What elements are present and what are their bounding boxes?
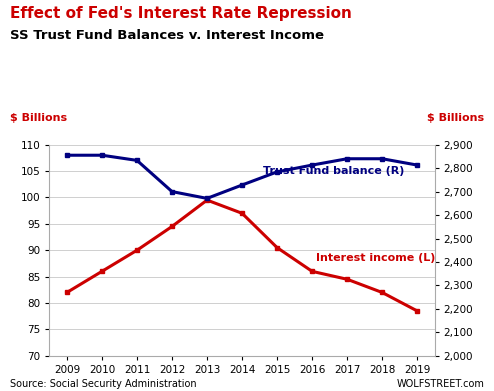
Text: Interest income (L): Interest income (L) — [316, 253, 435, 263]
Text: SS Trust Fund Balances v. Interest Income: SS Trust Fund Balances v. Interest Incom… — [10, 29, 324, 42]
Text: Effect of Fed's Interest Rate Repression: Effect of Fed's Interest Rate Repression — [10, 6, 352, 21]
Text: Trust Fund balance (R): Trust Fund balance (R) — [263, 166, 405, 176]
Text: $ Billions: $ Billions — [427, 113, 484, 123]
Text: WOLFSTREET.com: WOLFSTREET.com — [396, 379, 484, 389]
Text: $ Billions: $ Billions — [10, 113, 67, 123]
Text: Source: Social Security Administration: Source: Social Security Administration — [10, 379, 197, 389]
